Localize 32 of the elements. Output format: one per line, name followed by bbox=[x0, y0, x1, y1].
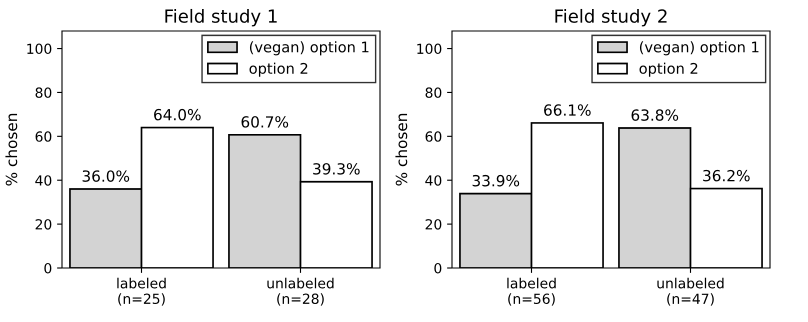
y-tick-label: 60 bbox=[36, 131, 52, 142]
legend-label: (vegan) option 1 bbox=[250, 41, 368, 56]
y-axis-title: % chosen bbox=[395, 114, 408, 186]
chart-title: Field study 1 bbox=[165, 8, 277, 26]
x-tick-label: labeled (n=56) bbox=[507, 278, 556, 306]
y-tick-label: 0 bbox=[44, 262, 52, 274]
y-tick-label: 0 bbox=[434, 262, 442, 274]
y-tick-label: 20 bbox=[36, 219, 52, 230]
y-tick-label: 40 bbox=[35, 175, 52, 186]
data-label: 60.7% bbox=[242, 116, 288, 128]
data-label: 63.8% bbox=[632, 109, 678, 121]
chart-title: Field study 2 bbox=[555, 8, 667, 26]
y-tick-label: 80 bbox=[36, 87, 52, 98]
x-tick-label: unlabeled (n=28) bbox=[267, 278, 334, 306]
x-tick-label: labeled (n=25) bbox=[117, 278, 166, 306]
y-axis-title: % chosen bbox=[5, 114, 18, 186]
legend-label: option 2 bbox=[640, 62, 698, 77]
y-tick-label: 80 bbox=[426, 87, 442, 98]
y-tick-label: 40 bbox=[425, 175, 442, 186]
data-label: 36.2% bbox=[703, 170, 750, 182]
x-tick-label: unlabeled (n=47) bbox=[657, 278, 724, 306]
data-label: 66.1% bbox=[544, 104, 591, 116]
y-tick-label: 60 bbox=[426, 131, 442, 142]
y-tick-label: 20 bbox=[426, 219, 442, 230]
data-label: 36.0% bbox=[82, 170, 130, 182]
legend-label: (vegan) option 1 bbox=[640, 41, 758, 56]
data-label: 64.0% bbox=[154, 108, 201, 120]
y-tick-label: 100 bbox=[417, 44, 442, 54]
data-label: 39.3% bbox=[313, 163, 360, 175]
data-label: 33.9% bbox=[472, 174, 520, 186]
legend-label: option 2 bbox=[250, 62, 308, 77]
y-tick-label: 100 bbox=[27, 44, 52, 54]
